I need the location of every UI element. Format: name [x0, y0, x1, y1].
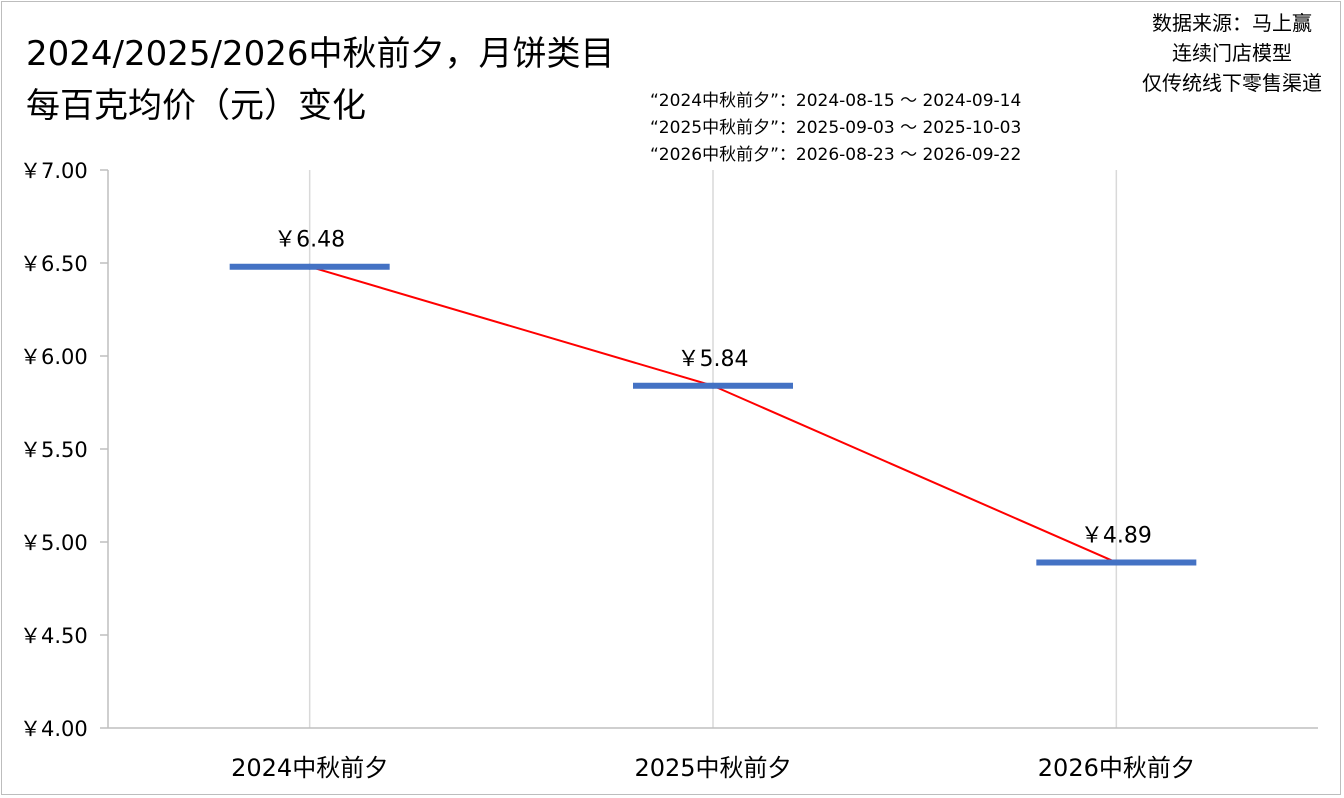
y-tick-label-0: ￥4.00 — [20, 717, 88, 741]
y-tick-label-1: ￥4.50 — [20, 624, 88, 648]
chart-title-line-1: 2024/2025/2026中秋前夕，月饼类目 — [26, 34, 615, 74]
y-tick-label-3: ￥5.50 — [20, 438, 88, 462]
data-label-0: ￥6.48 — [274, 228, 345, 253]
data-label-1: ￥5.84 — [678, 347, 749, 372]
y-tick-label-6: ￥7.00 — [20, 159, 88, 183]
x-category-label-1: 2025中秋前夕 — [634, 754, 791, 782]
y-tick-label-4: ￥6.00 — [20, 345, 88, 369]
source-note-line-1: 数据来源：马上赢 — [1152, 11, 1312, 35]
source-note-line-2: 连续门店模型 — [1172, 41, 1292, 65]
chart-title-line-2: 每百克均价（元）变化 — [26, 86, 366, 126]
chart-title: 2024/2025/2026中秋前夕，月饼类目 每百克均价（元）变化 — [26, 28, 746, 132]
data-point-2 — [1113, 559, 1120, 566]
data-label-2: ￥4.89 — [1081, 523, 1152, 548]
y-tick-label-2: ￥5.00 — [20, 531, 88, 555]
x-category-label-0: 2024中秋前夕 — [231, 754, 388, 782]
source-note-line-3: 仅传统线下零售渠道 — [1142, 71, 1322, 95]
period-note-2025: “2025中秋前夕”：2025-09-03 ～ 2025-10-03 — [650, 118, 1022, 138]
period-notes: “2024中秋前夕”：2024-08-15 ～ 2024-09-14 “2025… — [650, 88, 1021, 169]
data-point-1 — [710, 382, 716, 389]
source-note: 数据来源：马上赢 连续门店模型 仅传统线下零售渠道 — [1142, 8, 1322, 98]
data-point-0 — [306, 263, 313, 270]
y-tick-label-5: ￥6.50 — [20, 252, 88, 276]
period-note-2026: “2026中秋前夕”：2026-08-23 ～ 2026-09-22 — [650, 145, 1022, 165]
x-category-label-2: 2026中秋前夕 — [1038, 754, 1195, 782]
period-note-2024: “2024中秋前夕”：2024-08-15 ～ 2024-09-14 — [650, 91, 1022, 111]
